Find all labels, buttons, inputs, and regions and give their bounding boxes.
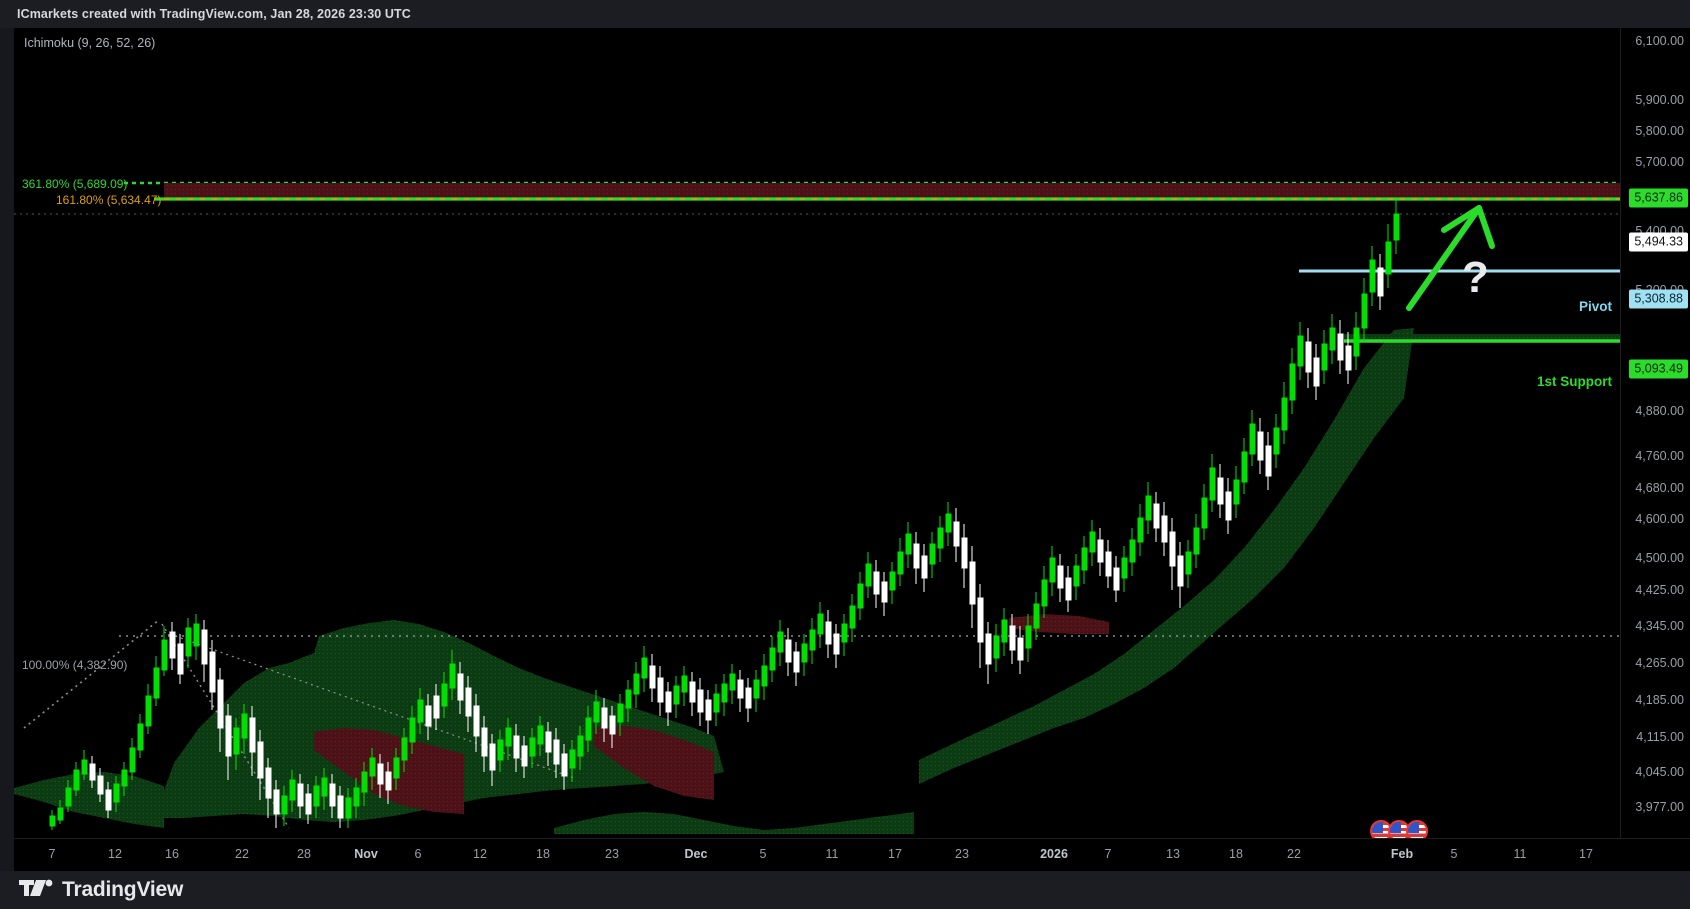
price-axis[interactable]: 6,100.00 5,900.00 5,800.00 5,700.00 5,60… bbox=[1620, 28, 1690, 871]
time-tick: 13 bbox=[1166, 847, 1180, 861]
time-tick: 17 bbox=[888, 847, 902, 861]
question-mark-annotation: ? bbox=[1462, 253, 1489, 302]
time-tick: 12 bbox=[108, 847, 122, 861]
indicator-legend[interactable]: Ichimoku (9, 26, 52, 26) bbox=[24, 36, 156, 50]
tradingview-mark-icon bbox=[19, 878, 53, 903]
time-tick-month: Nov bbox=[354, 847, 378, 861]
candlestick-series bbox=[49, 200, 1400, 830]
ichimoku-cloud-bear-2 bbox=[594, 726, 714, 800]
time-tick: 22 bbox=[1287, 847, 1301, 861]
fib-161-label: 161.80% (5,634.47) bbox=[56, 193, 162, 207]
ichimoku-cloud-bull bbox=[154, 620, 724, 822]
time-tick-month: Feb bbox=[1390, 847, 1414, 861]
time-tick: 7 bbox=[1104, 847, 1112, 861]
time-tick: 11 bbox=[825, 847, 839, 861]
time-tick-year: 2026 bbox=[1040, 847, 1068, 861]
support-level-label: 1st Support bbox=[1536, 374, 1612, 389]
price-tick: 4,115.00 bbox=[1636, 730, 1684, 744]
price-tick: 5,900.00 bbox=[1635, 93, 1684, 107]
rising-trendline bbox=[23, 619, 160, 729]
time-tick-month: Dec bbox=[684, 847, 708, 861]
ichimoku-cloud-bull-4 bbox=[14, 772, 164, 828]
price-plot-area[interactable]: Ichimoku (9, 26, 52, 26) 361.80% (5,689.… bbox=[14, 28, 1620, 838]
pivot-level-label: Pivot bbox=[1578, 299, 1612, 314]
ichimoku-cloud-bull-2 bbox=[919, 328, 1414, 784]
economic-event-markers[interactable] bbox=[1370, 820, 1428, 838]
up-arrow-drawing bbox=[1406, 205, 1495, 311]
time-tick: 18 bbox=[1229, 847, 1243, 861]
time-tick: 12 bbox=[473, 847, 487, 861]
price-tick: 4,265.00 bbox=[1635, 656, 1684, 670]
price-tick: 6,100.00 bbox=[1635, 34, 1684, 48]
header-bar: ICmarkets created with TradingView.com, … bbox=[0, 0, 1690, 28]
price-tick: 4,345.00 bbox=[1635, 619, 1684, 633]
price-tick: 4,185.00 bbox=[1635, 693, 1684, 707]
price-tick: 4,680.00 bbox=[1635, 481, 1684, 495]
price-tick: 4,760.00 bbox=[1635, 449, 1684, 463]
time-tick: 18 bbox=[536, 847, 550, 861]
time-tick: 23 bbox=[955, 847, 969, 861]
pivot-price-pill[interactable]: 5,308.88 bbox=[1629, 289, 1688, 309]
fib-361-label: 361.80% (5,689.09) bbox=[22, 177, 128, 191]
time-tick: 5 bbox=[1450, 847, 1458, 861]
us-flag-icon[interactable] bbox=[1406, 820, 1428, 838]
footer-bar: TradingView bbox=[0, 871, 1690, 909]
fib-161-price-pill[interactable]: 5,637.86 bbox=[1629, 188, 1688, 208]
chart-frame: Ichimoku (9, 26, 52, 26) 361.80% (5,689.… bbox=[14, 28, 1690, 871]
price-tick: 3,977.00 bbox=[1635, 800, 1684, 814]
time-tick: 7 bbox=[48, 847, 56, 861]
price-tick: 4,045.00 bbox=[1635, 765, 1684, 779]
tradingview-wordmark: TradingView bbox=[62, 878, 184, 901]
fib-100-label: 100.00% (4,382.90) bbox=[22, 658, 128, 672]
price-tick: 5,800.00 bbox=[1635, 124, 1684, 138]
tradingview-logo: TradingView bbox=[19, 878, 183, 903]
chart-canvas bbox=[14, 181, 1620, 834]
time-tick: 22 bbox=[235, 847, 249, 861]
time-tick: 23 bbox=[605, 847, 619, 861]
last-price-pill[interactable]: 5,494.33 bbox=[1629, 232, 1688, 252]
ichimoku-cloud-bear-3 bbox=[1009, 614, 1109, 634]
time-tick: 11 bbox=[1513, 847, 1527, 861]
support-price-pill[interactable]: 5,093.49 bbox=[1629, 359, 1688, 379]
time-tick: 16 bbox=[165, 847, 179, 861]
ichimoku-cloud-bear bbox=[314, 728, 464, 814]
fib-zone-fill bbox=[164, 183, 1620, 199]
time-tick: 28 bbox=[297, 847, 311, 861]
time-tick: 5 bbox=[759, 847, 767, 861]
time-tick: 6 bbox=[414, 847, 422, 861]
price-tick: 4,500.00 bbox=[1635, 551, 1684, 565]
support-band bbox=[1344, 334, 1620, 342]
price-tick: 4,425.00 bbox=[1635, 583, 1684, 597]
price-tick: 5,700.00 bbox=[1635, 155, 1684, 169]
falling-trendline bbox=[163, 631, 575, 779]
ichimoku-cloud-bull-3 bbox=[554, 812, 914, 834]
price-tick: 4,880.00 bbox=[1635, 404, 1684, 418]
price-tick: 4,600.00 bbox=[1635, 512, 1684, 526]
time-tick: 17 bbox=[1579, 847, 1593, 861]
time-axis[interactable]: 7 12 16 22 28 Nov 6 12 18 23 Dec 5 11 17… bbox=[14, 838, 1690, 871]
header-title: ICmarkets created with TradingView.com, … bbox=[17, 7, 411, 21]
